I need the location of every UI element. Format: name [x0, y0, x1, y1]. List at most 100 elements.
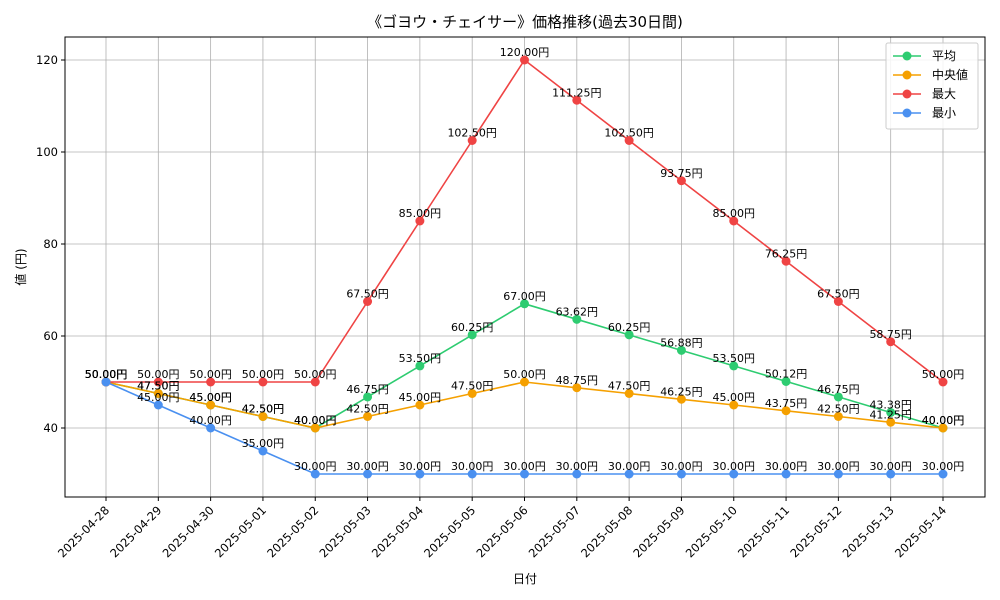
legend-marker [902, 108, 912, 118]
data-label: 45.00円 [189, 391, 232, 404]
data-label: 50.00円 [85, 368, 128, 381]
y-tick-label: 120 [36, 53, 58, 67]
data-label: 42.50円 [346, 403, 389, 416]
chart-title: 《ゴヨウ・チェイサー》価格推移(過去30日間) [367, 13, 683, 31]
data-point [729, 400, 739, 410]
legend-marker [902, 51, 912, 61]
data-label: 50.12円 [765, 367, 808, 380]
data-point [520, 377, 529, 387]
data-point [938, 377, 948, 387]
data-label: 50.00円 [294, 368, 337, 381]
data-point [572, 383, 582, 393]
data-point [258, 446, 268, 456]
data-label: 50.00円 [503, 368, 546, 381]
data-label: 63.62円 [556, 305, 599, 318]
data-label: 43.75円 [765, 397, 808, 410]
data-point [467, 389, 477, 398]
data-label: 35.00円 [242, 437, 285, 450]
data-point [833, 469, 843, 479]
data-point [363, 297, 373, 306]
data-point [467, 330, 477, 340]
data-point [572, 314, 582, 324]
data-label: 46.75円 [817, 383, 860, 396]
data-label: 67.50円 [346, 288, 389, 301]
data-point [415, 400, 425, 410]
data-point [886, 417, 896, 427]
data-label: 60.25円 [451, 321, 494, 334]
data-point [415, 469, 425, 479]
data-point [310, 469, 320, 479]
data-label: 43.38円 [869, 398, 912, 411]
y-tick-label: 40 [43, 421, 58, 435]
data-label: 111.25円 [552, 86, 602, 99]
legend-box [885, 42, 979, 130]
data-point [206, 423, 216, 433]
legend-label: 中央値 [932, 67, 968, 82]
data-point [781, 256, 791, 266]
data-label: 47.50円 [608, 380, 651, 393]
data-label: 76.25円 [765, 247, 808, 260]
data-point [833, 412, 843, 421]
data-label: 45.00円 [137, 391, 180, 404]
data-label: 30.00円 [503, 460, 546, 473]
data-label: 30.00円 [922, 460, 965, 473]
data-label: 45.00円 [189, 391, 232, 404]
data-point [624, 389, 634, 398]
data-label: 85.00円 [399, 207, 442, 220]
data-label: 40.00円 [922, 414, 965, 427]
data-label: 45.00円 [399, 391, 442, 404]
data-point [520, 469, 529, 479]
data-point [363, 412, 373, 421]
data-label: 85.00円 [713, 207, 756, 220]
data-point [886, 469, 896, 479]
data-label: 58.75円 [869, 328, 912, 341]
y-axis-ticks: 40 60 80 100 120 [36, 53, 65, 435]
data-label: 30.00円 [817, 460, 860, 473]
data-point [572, 469, 582, 479]
data-point [729, 216, 739, 226]
data-label: 42.50円 [242, 403, 285, 416]
data-point [833, 297, 843, 306]
data-label: 48.75円 [556, 374, 599, 387]
data-label: 56.88円 [660, 336, 703, 349]
data-label: 42.50円 [242, 403, 285, 416]
data-point [781, 469, 791, 479]
data-label: 53.50円 [713, 352, 756, 365]
data-point [467, 136, 477, 145]
data-label: 46.25円 [660, 385, 703, 398]
data-point [258, 377, 268, 387]
data-label: 30.00円 [556, 460, 599, 473]
data-label: 50.00円 [922, 368, 965, 381]
data-point [363, 392, 373, 402]
legend-label: 平均 [932, 49, 956, 63]
data-point [624, 330, 634, 340]
data-label: 50.00円 [189, 368, 232, 381]
data-point [938, 423, 948, 433]
data-point [467, 469, 477, 479]
data-label: 120.00円 [500, 46, 550, 59]
data-label: 30.00円 [399, 460, 442, 473]
data-label: 53.50円 [399, 352, 442, 365]
data-label: 30.00円 [765, 460, 808, 473]
data-label: 47.50円 [137, 380, 180, 393]
data-label: 50.00円 [85, 368, 128, 381]
data-label: 30.00円 [660, 460, 703, 473]
data-point [153, 377, 163, 387]
series-points [101, 55, 948, 479]
data-label: 47.50円 [451, 380, 494, 393]
data-label: 40.00円 [922, 414, 965, 427]
data-label: 93.75円 [660, 167, 703, 180]
data-label: 30.00円 [608, 460, 651, 473]
data-label: 41.25円 [869, 408, 912, 421]
data-point [676, 394, 686, 404]
data-point [310, 423, 320, 433]
data-label: 30.00円 [294, 460, 337, 473]
data-label: 50.00円 [137, 368, 180, 381]
data-point [886, 407, 896, 417]
data-label: 40.00円 [294, 414, 337, 427]
data-point [153, 400, 163, 410]
data-point [676, 345, 686, 355]
data-point [833, 392, 843, 402]
